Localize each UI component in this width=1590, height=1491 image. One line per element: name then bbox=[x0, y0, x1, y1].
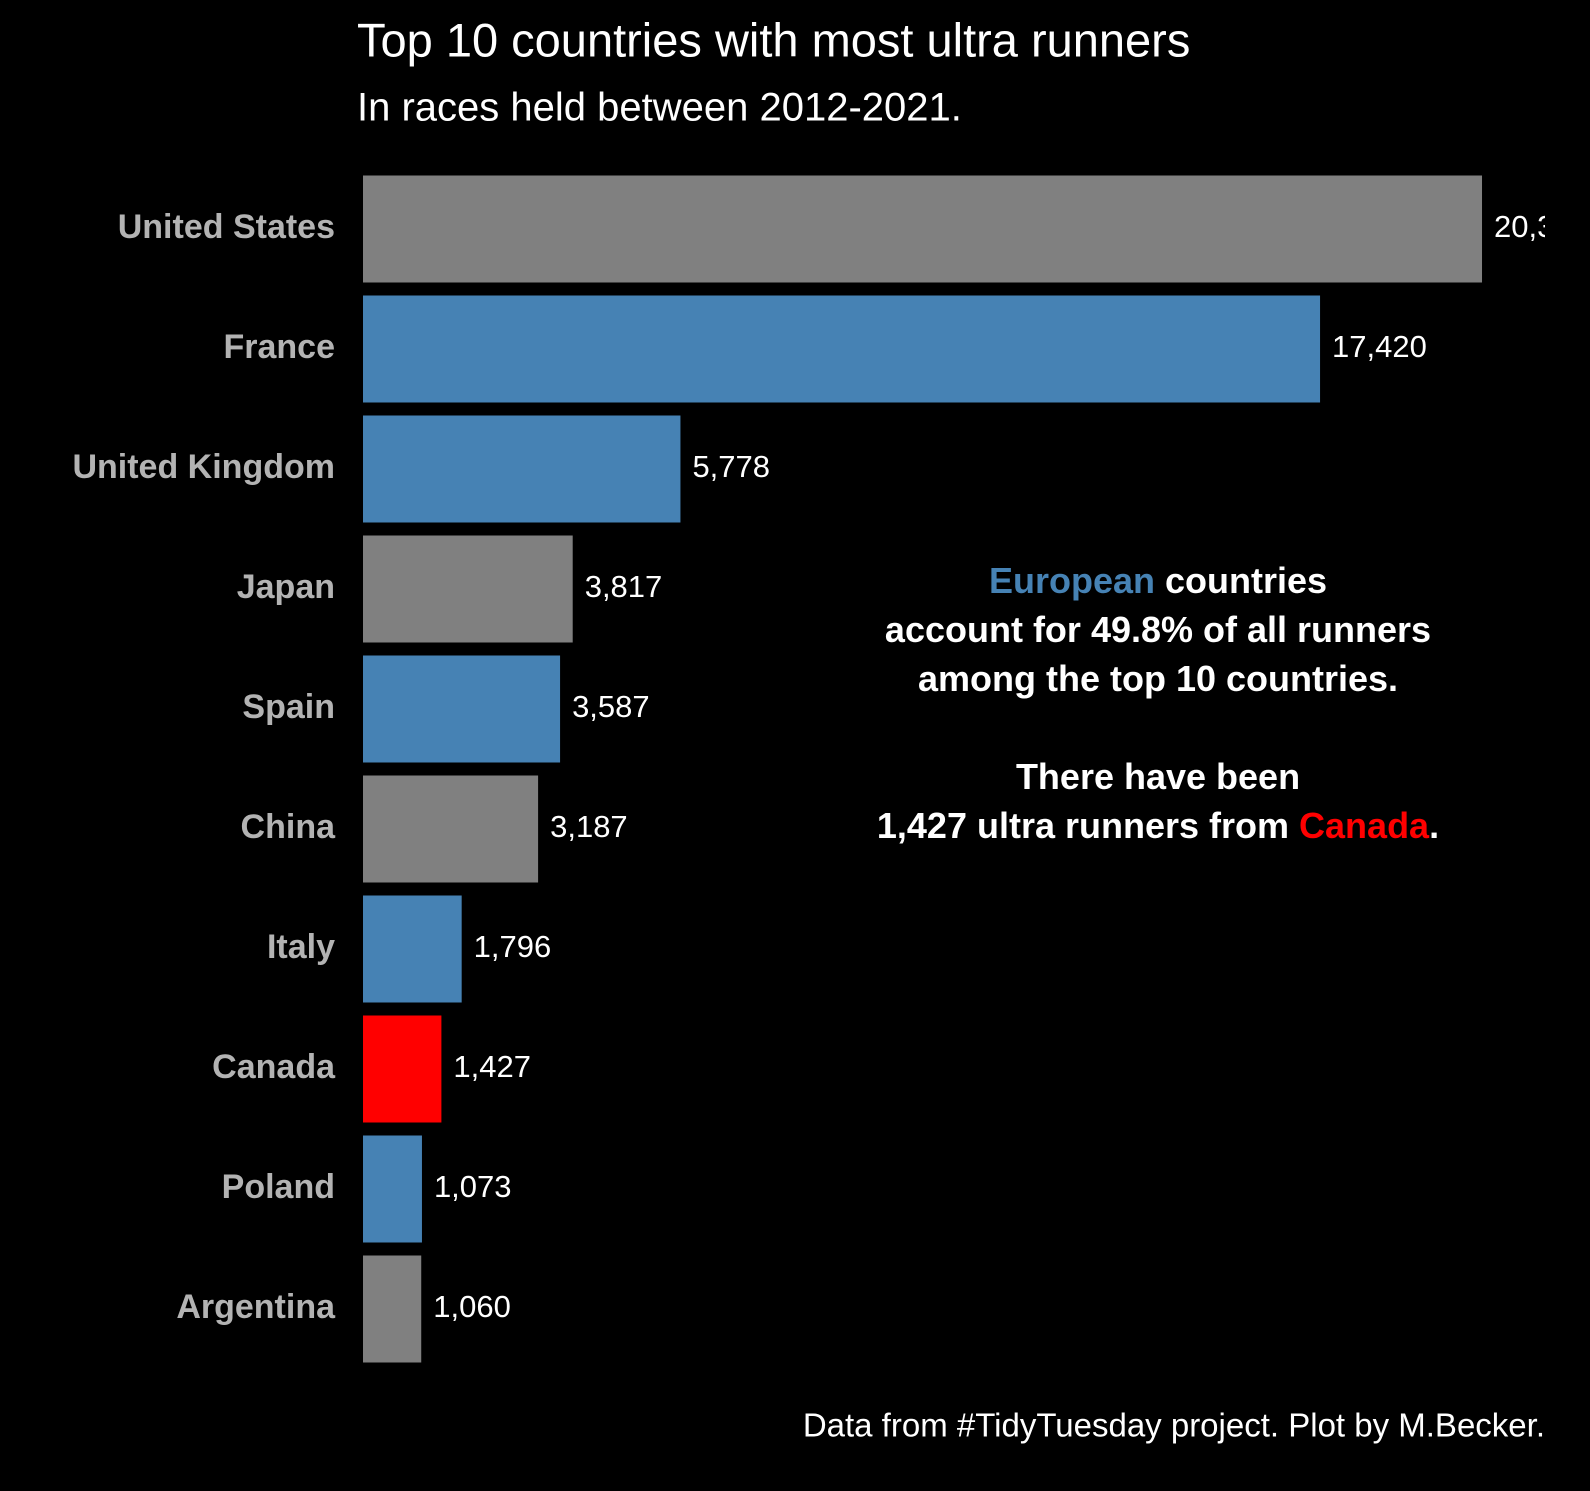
bar bbox=[363, 295, 1321, 403]
annotation-text: European bbox=[989, 560, 1155, 601]
value-label: 1,073 bbox=[434, 1169, 512, 1204]
bar bbox=[363, 1255, 422, 1363]
y-tick-label: Japan bbox=[237, 568, 335, 606]
value-label: 5,778 bbox=[692, 449, 770, 484]
bar bbox=[363, 415, 681, 523]
value-label: 3,587 bbox=[572, 689, 650, 724]
value-label: 3,187 bbox=[550, 809, 628, 844]
y-tick-label: China bbox=[241, 808, 337, 846]
annotation-text: Canada bbox=[1299, 805, 1430, 846]
chart-subtitle: In races held between 2012-2021. bbox=[357, 86, 962, 130]
bar bbox=[363, 655, 561, 763]
chart-title: Top 10 countries with most ultra runners bbox=[357, 13, 1190, 66]
caption: Data from #TidyTuesday project. Plot by … bbox=[803, 1407, 1545, 1444]
y-tick-label: Italy bbox=[267, 928, 335, 966]
bar bbox=[363, 775, 539, 883]
bar bbox=[363, 1015, 442, 1123]
y-tick-label: Argentina bbox=[176, 1288, 336, 1326]
bar bbox=[363, 895, 462, 1003]
annotation-line: account for 49.8% of all runners bbox=[885, 609, 1431, 650]
annotation-line: There have been bbox=[1016, 756, 1300, 797]
y-tick-label: Canada bbox=[212, 1048, 336, 1086]
y-tick-label: United States bbox=[118, 208, 335, 246]
value-label: 3,817 bbox=[585, 569, 663, 604]
annotation-text: account for 49.8% of all runners bbox=[885, 609, 1431, 650]
y-tick-label: Spain bbox=[242, 688, 335, 726]
y-tick-label: Poland bbox=[222, 1168, 335, 1206]
y-tick-label: United Kingdom bbox=[72, 448, 335, 486]
annotation-text: countries bbox=[1155, 560, 1327, 601]
annotation-line: 1,427 ultra runners from Canada. bbox=[877, 805, 1439, 846]
plot-area: 20,368 17,420 5,778 3,817 3,587 3,187 1,796 1,4… bbox=[363, 175, 1589, 1363]
bar bbox=[363, 175, 1483, 283]
annotation-text: among the top 10 countries. bbox=[918, 658, 1398, 699]
annotation-text: 1,427 ultra runners from bbox=[877, 805, 1299, 846]
y-tick-label: France bbox=[224, 328, 336, 366]
value-label: 1,060 bbox=[433, 1289, 511, 1324]
value-label: 1,796 bbox=[474, 929, 552, 964]
annotation-line: European countries bbox=[989, 560, 1327, 601]
bar bbox=[363, 535, 573, 643]
bar bbox=[363, 1135, 422, 1243]
annotation-text: There have been bbox=[1016, 756, 1300, 797]
value-label: 1,427 bbox=[453, 1049, 531, 1084]
value-label: 20,368 bbox=[1494, 209, 1589, 244]
value-label: 17,420 bbox=[1332, 329, 1427, 364]
annotation-line: among the top 10 countries. bbox=[918, 658, 1398, 699]
annotation-text: . bbox=[1429, 805, 1439, 846]
